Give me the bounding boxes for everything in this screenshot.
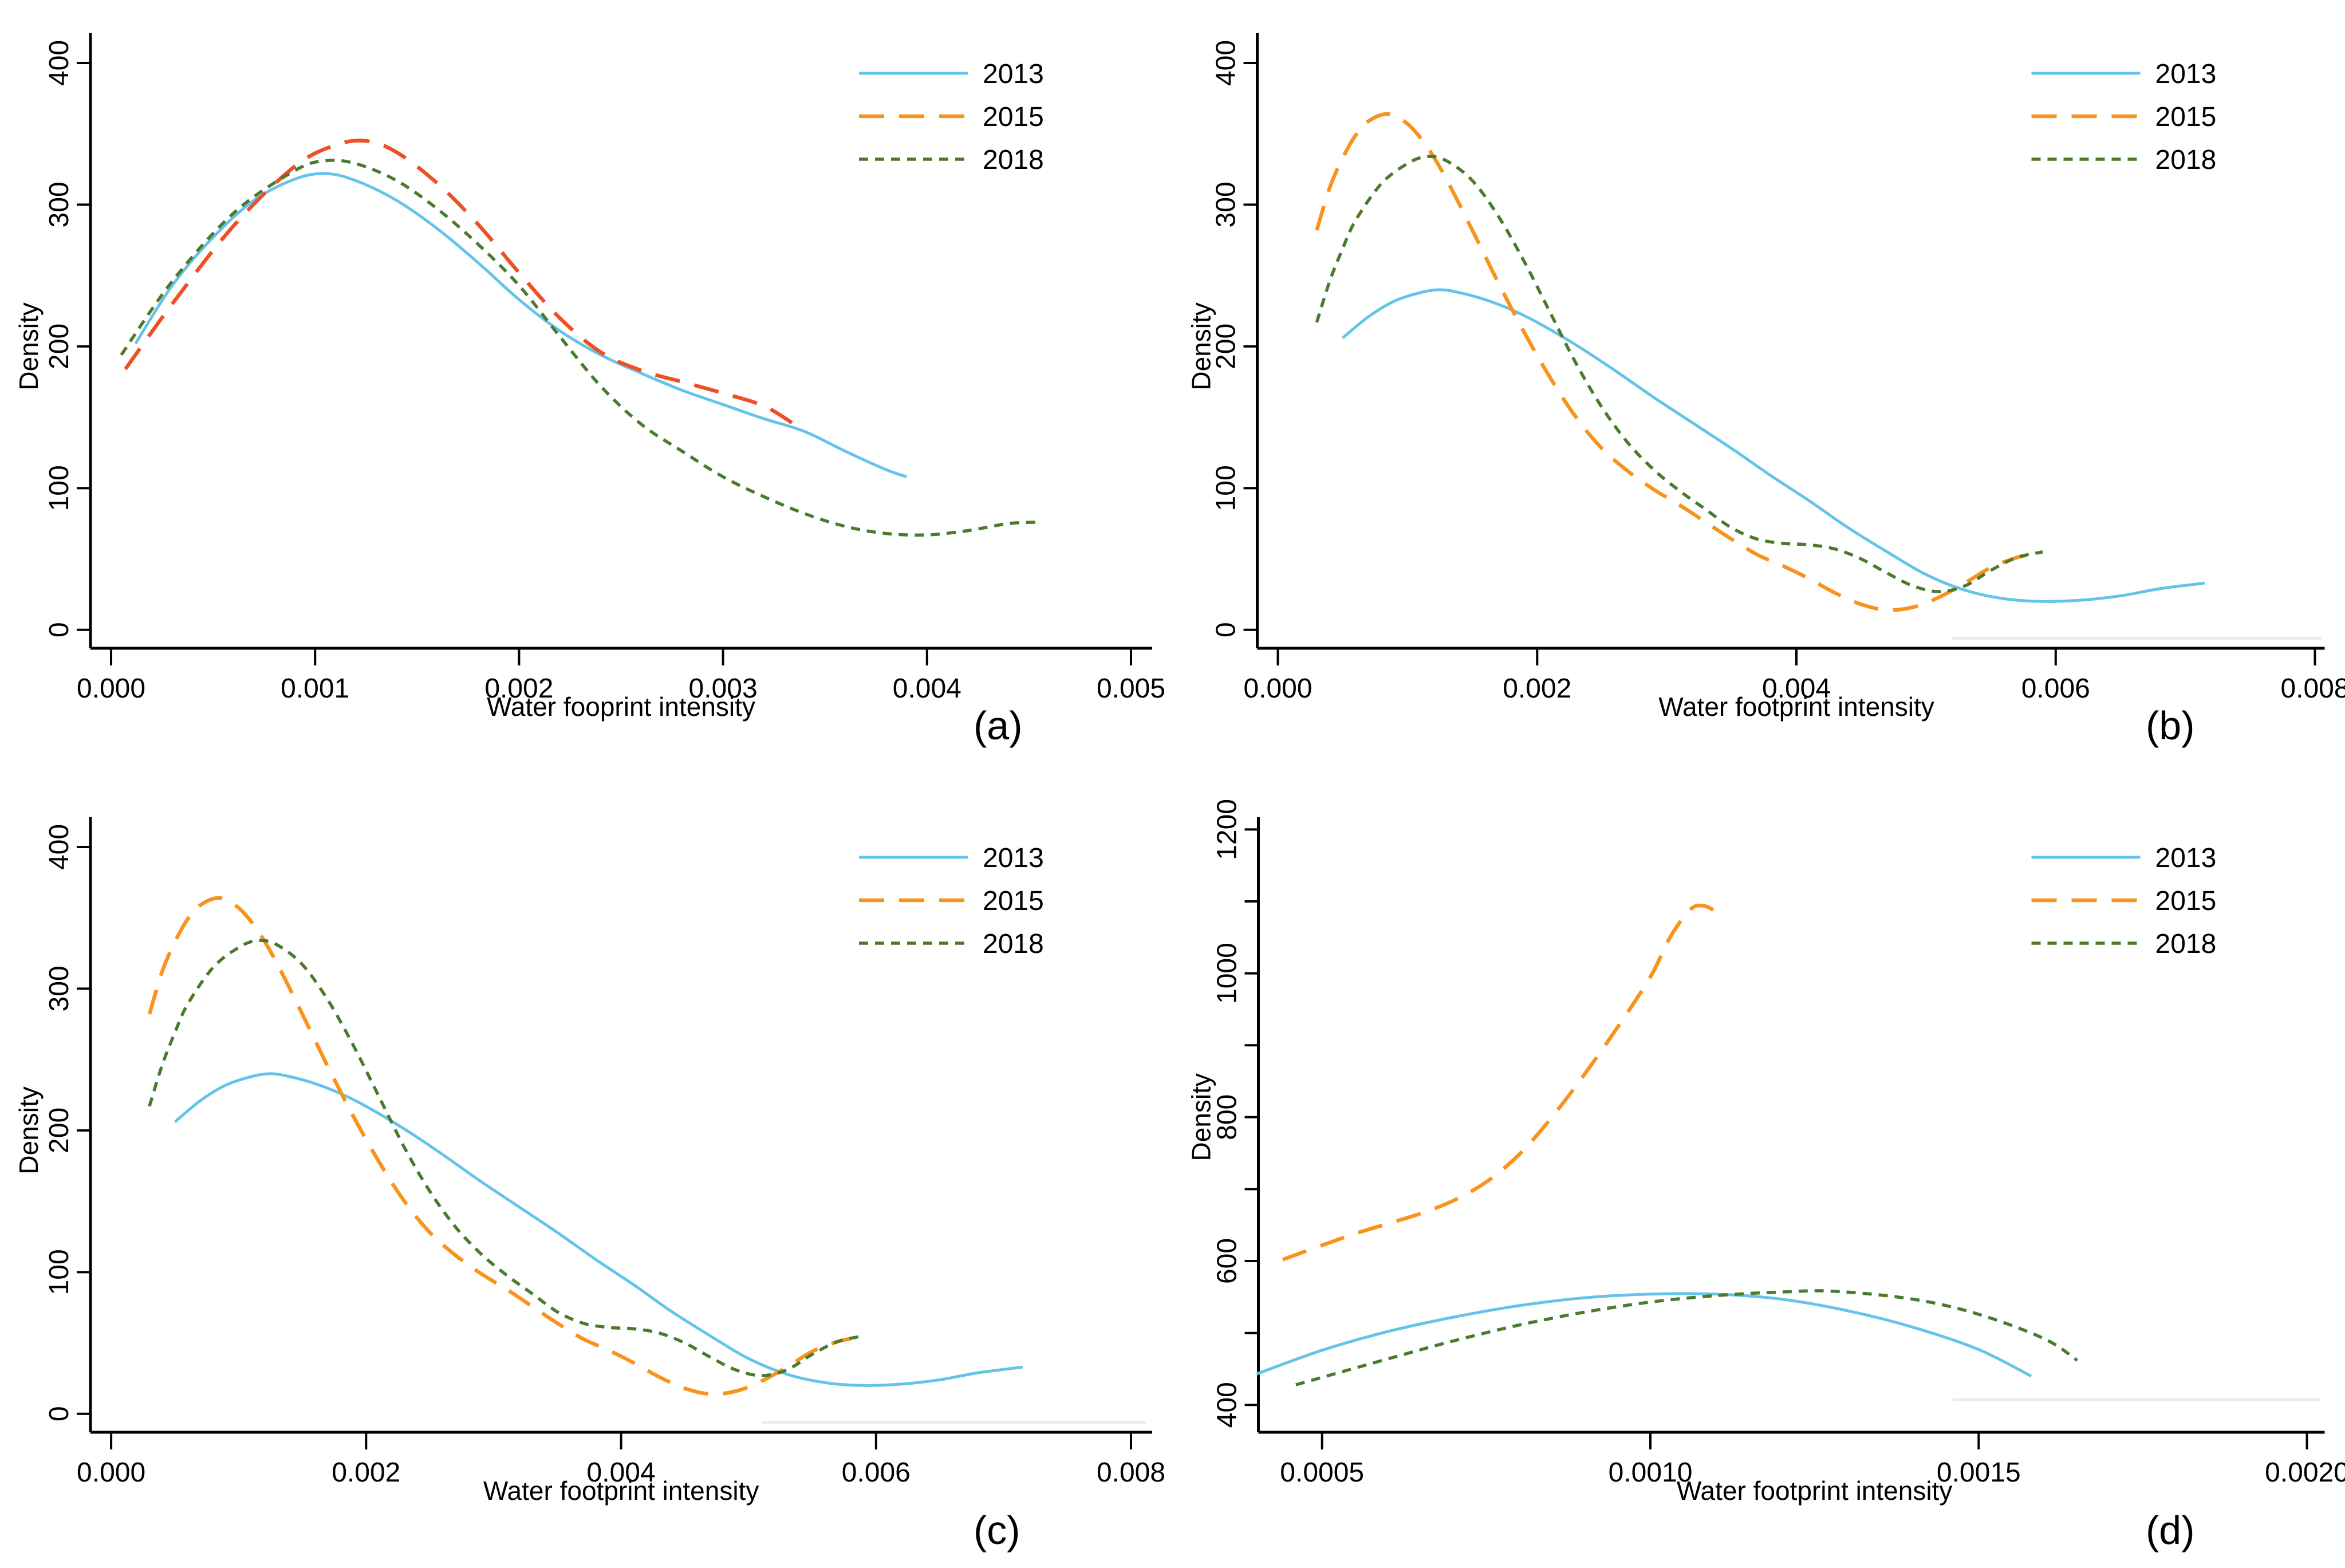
x-tick-label: 0.004 [587,1457,656,1488]
panel-c: 0.000 0.002 0.004 0.006 0.008 0 100 200 300 400 Wa… [0,784,1172,1568]
series-2015-line [1315,112,2031,612]
legend-label-2018: 2018 [2155,929,2217,959]
series-2015-line [147,896,851,1396]
y-tick-label: 0 [44,1406,74,1421]
series-2018-line [148,939,864,1377]
y-tick-label: 0 [1211,622,1241,637]
x-tick-label: 0.0010 [1609,1457,1693,1488]
y-tick-label: 200 [1211,324,1241,369]
y-tick-label: 400 [44,824,74,870]
x-axis-label: Water footprint intensity [1677,1476,1953,1506]
panel-label-b: (b) [2146,703,2195,748]
y-axis-label: Density [14,1086,44,1174]
x-tick-label: 0.004 [893,673,961,704]
panel-b: 0.000 0.002 0.004 0.006 0.008 0 100 200 300 400 Wa… [1172,0,2345,784]
panel-c-plot: 0.000 0.002 0.004 0.006 0.008 0 100 200 300 400 Wa… [14,817,1165,1506]
x-tick-label: 0.000 [77,1457,145,1488]
y-axis-label: Density [14,302,44,390]
x-tick-label: 0.0015 [1937,1457,2021,1488]
x-tick-label: 0.0005 [1280,1457,1364,1488]
x-tick-label: 0.006 [842,1457,911,1488]
x-tick-label: 0.000 [1243,673,1312,704]
x-tick-label: 0.002 [1503,673,1571,704]
legend-label-2013: 2013 [2155,59,2217,89]
y-tick-label: 300 [44,966,74,1011]
y-tick-label: 0 [44,622,74,637]
x-tick-label: 0.002 [332,1457,400,1488]
y-tick-label: 400 [44,40,74,86]
x-tick-label: 0.001 [281,673,349,704]
legend-label-2015: 2015 [983,886,1044,916]
y-tick-label: 300 [44,182,74,227]
series-2013-line [174,1072,1023,1387]
panel-a: 0.000 0.001 0.002 0.003 0.004 0.005 0 100 200 300… [0,0,1172,784]
panel-b-plot: 0.000 0.002 0.004 0.006 0.008 0 100 200 300 400 Wa… [1187,33,2345,722]
x-tick-label: 0.008 [1097,1457,1165,1488]
x-axis-label: Water footprint intensity [1658,692,1934,722]
y-tick-label: 400 [1212,1382,1242,1428]
y-tick-label: 100 [44,465,74,511]
legend-label-2018: 2018 [983,929,1044,959]
series-2013-line [1342,288,2205,603]
y-tick-label: 600 [1212,1238,1242,1284]
y-tick-label: 100 [1211,465,1241,511]
panel-label-a: (a) [974,703,1023,748]
series-2013-line [1256,1292,2032,1378]
series-2015-line [1282,903,1724,1262]
y-tick-label: 400 [1211,40,1241,86]
series-2015-line [124,139,795,426]
y-axis-label: Density [1187,1073,1216,1161]
y-tick-label: 1200 [1212,799,1242,860]
legend-label-2013: 2013 [983,59,1044,89]
y-axis-label: Density [1187,302,1216,390]
legend-label-2015: 2015 [2155,886,2217,916]
panel-label-c: (c) [974,1508,1020,1553]
y-tick-label: 200 [44,324,74,369]
panel-d-plot: 0.0005 0.0010 0.0015 0.0020 400 600 800 1000 120… [1187,799,2345,1506]
y-tick-label: 1000 [1212,943,1242,1004]
x-tick-label: 0.005 [1097,673,1165,704]
legend-label-2013: 2013 [983,843,1044,873]
x-tick-label: 0.008 [2280,673,2345,704]
y-tick-label: 100 [44,1249,74,1295]
legend-label-2018: 2018 [983,145,1044,175]
series-2013-line [134,172,907,478]
x-axis-label: Water footprint intensity [483,1476,759,1506]
series-2018-line [1295,1289,2078,1386]
legend-label-2013: 2013 [2155,843,2217,873]
x-tick-label: 0.0020 [2265,1457,2345,1488]
panel-a-plot: 0.000 0.001 0.002 0.003 0.004 0.005 0 100 200 300… [14,33,1165,722]
x-tick-label: 0.002 [484,673,553,704]
x-tick-label: 0.004 [1762,673,1831,704]
x-tick-label: 0.003 [689,673,758,704]
legend-label-2018: 2018 [2155,145,2217,175]
y-tick-label: 200 [44,1108,74,1153]
x-axis-label: Water fooprint intensity [487,692,755,722]
x-tick-label: 0.000 [77,673,145,704]
y-tick-label: 800 [1212,1094,1242,1140]
legend-label-2015: 2015 [2155,102,2217,132]
series-2018-line [120,159,1039,537]
x-tick-label: 0.006 [2021,673,2090,704]
panel-d: 0.0005 0.0010 0.0015 0.0020 400 600 800 1000 120… [1172,784,2345,1568]
series-2018-line [1315,155,2043,593]
y-tick-label: 300 [1211,182,1241,227]
panel-label-d: (d) [2146,1508,2195,1553]
legend-label-2015: 2015 [983,102,1044,132]
